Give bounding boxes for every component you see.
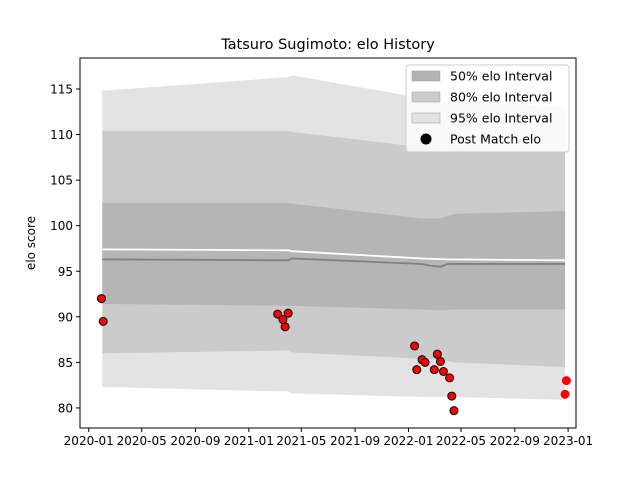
x-tick-label: 2023-01: [543, 434, 593, 448]
legend-label: 95% elo Interval: [450, 111, 552, 126]
y-tick-label: 105: [50, 174, 73, 188]
y-tick-label: 80: [58, 401, 73, 415]
y-tick-label: 110: [50, 128, 73, 142]
post-match-elo-point: [445, 373, 455, 383]
plot-area: [96, 75, 571, 416]
post-match-elo-point: [429, 365, 439, 375]
band-50-interval: [102, 202, 566, 311]
y-axis: 80 85 90 95 100 105 110 115: [50, 82, 80, 415]
x-axis: 2020-01 2020-05 2020-09 2021-01 2021-05 2021-…: [64, 428, 593, 448]
x-tick-label: 2022-05: [436, 434, 486, 448]
post-match-elo-point: [449, 406, 459, 416]
x-tick-label: 2020-05: [117, 434, 167, 448]
legend-label: 50% elo Interval: [450, 69, 552, 84]
x-tick-label: 2021-09: [330, 434, 380, 448]
y-tick-label: 95: [58, 265, 73, 279]
y-tick-label: 115: [50, 82, 73, 96]
y-tick-label: 85: [58, 356, 73, 370]
post-match-elo-point: [435, 356, 445, 366]
x-tick-label: 2022-09: [490, 434, 540, 448]
x-tick-label: 2021-01: [224, 434, 274, 448]
post-match-elo-point: [96, 294, 106, 304]
post-match-elo-point: [98, 316, 108, 326]
y-axis-label: elo score: [24, 216, 38, 270]
post-match-elo-point: [280, 322, 290, 332]
post-match-elo-point: [283, 308, 293, 318]
post-match-elo-point: [438, 366, 448, 376]
x-tick-label: 2020-01: [64, 434, 114, 448]
post-match-elo-point: [273, 309, 283, 319]
post-match-elo-point: [410, 341, 420, 351]
y-tick-label: 100: [50, 219, 73, 233]
legend-swatch: [411, 91, 441, 103]
legend-swatch: [411, 112, 441, 124]
legend: 50% elo Interval 80% elo Interval 95% elo …: [405, 64, 570, 153]
y-tick-label: 90: [58, 310, 73, 324]
mean-elo-line: [102, 257, 566, 268]
legend-box: [405, 64, 570, 153]
post-match-elo-point: [420, 357, 430, 367]
legend-marker: [420, 133, 432, 145]
x-tick-label: 2020-09: [170, 434, 220, 448]
expected-elo-line: [102, 248, 566, 262]
post-match-elo-point: [412, 365, 422, 375]
post-match-elo-point: [561, 376, 571, 386]
legend-swatch: [411, 70, 441, 82]
axes-frame: [79, 57, 577, 429]
post-match-elo-point: [447, 391, 457, 401]
post-match-elo-point: [560, 389, 570, 399]
x-tick-label: 2022-01: [383, 434, 433, 448]
x-tick-label: 2021-05: [276, 434, 326, 448]
legend-label: Post Match elo: [450, 132, 541, 147]
legend-label: 80% elo Interval: [450, 90, 552, 105]
chart-title: Tatsuro Sugimoto: elo History: [220, 37, 435, 53]
